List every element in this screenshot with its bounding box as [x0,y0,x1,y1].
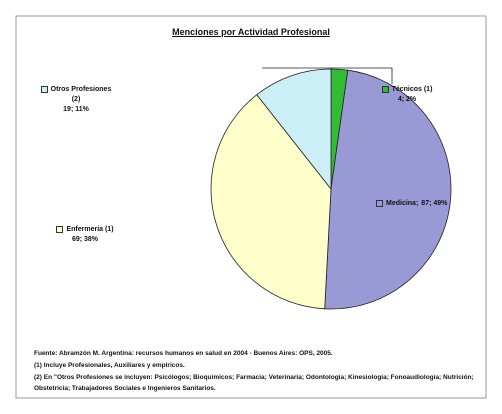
category-label: Técnicos (1) [391,86,433,93]
leader-line [262,67,393,84]
legend-key [56,225,64,233]
legend-key [376,199,383,207]
slice-label: Técnicos (1) 4; 2% [372,85,442,105]
legend-key [381,85,389,93]
label-line: Enfermería (1) [50,225,120,235]
category-label: Enfermería (1) [66,226,114,233]
footnote: (2) En "Otros Profesiones se incluyen: P… [34,374,474,392]
legend-key [40,85,48,93]
category-label: Medicina; [386,200,419,207]
footnote: Fuente: Abramzón M. Argentina: recursos … [34,350,333,357]
label-line: Técnicos (1) [372,85,442,95]
value-label: 4; 2% [397,96,417,103]
value-label: 69; 38% [71,236,99,243]
label-line: Otros Profesiones (2) [40,85,112,105]
label-line: Medicina; 87; 49% [376,199,476,209]
chart-title: Menciones por Actividad Profesional [172,27,330,37]
value-label: 87; 49% [421,200,448,207]
slice-label: Medicina; 87; 49% [376,199,476,209]
footnote: (1) Incluye Profesionales, Auxiliares y … [34,362,185,369]
pie-slice [324,69,452,310]
value-label: 19; 11% [63,106,89,113]
pie-slice [256,68,332,191]
pie-slice [210,94,332,310]
slice-label: Enfermería (1) 69; 38% [50,225,120,245]
category-label: Otros Profesiones (2) [50,86,112,103]
slice-label: Otros Profesiones (2) 19; 11% [40,85,112,115]
